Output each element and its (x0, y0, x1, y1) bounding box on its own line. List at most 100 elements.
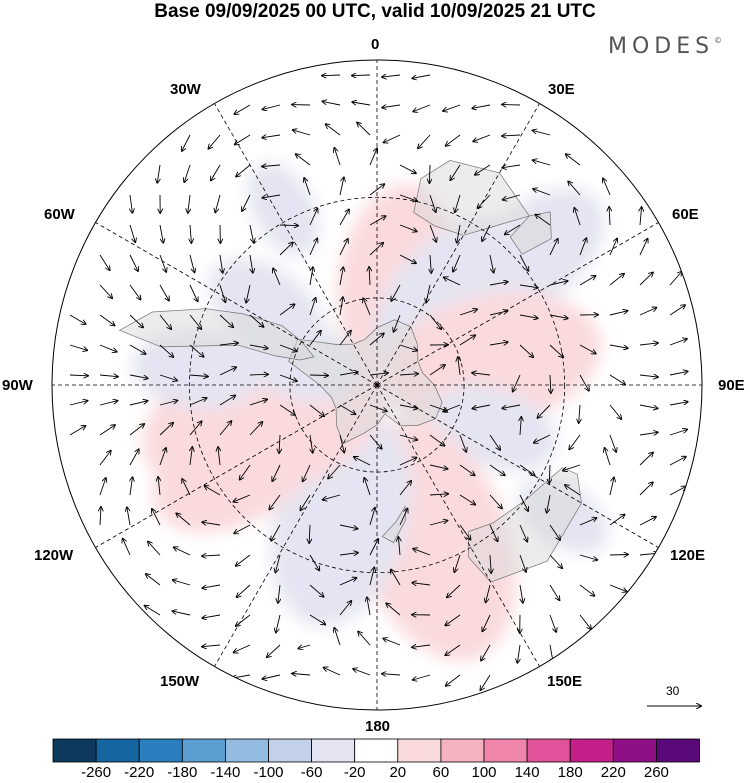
wind-arrow (669, 272, 682, 286)
wind-arrow (339, 524, 358, 529)
wind-arrow (279, 434, 280, 453)
wind-arrow (399, 434, 417, 440)
wind-arrow (369, 148, 377, 166)
wind-arrow (123, 539, 131, 556)
wind-arrow (453, 254, 461, 272)
wind-arrow (472, 404, 491, 409)
wind-arrow (639, 308, 656, 316)
wind-arrow (382, 674, 401, 675)
neg-africa-east (466, 188, 605, 316)
wind-arrow (399, 224, 417, 231)
wind-arrow (300, 494, 311, 510)
wind-arrow (489, 311, 508, 316)
map-border (51, 59, 703, 711)
wind-arrow (391, 284, 401, 301)
wind-arrow (639, 404, 658, 408)
wind-arrow (520, 417, 521, 436)
wind-arrow (549, 614, 556, 632)
wind-arrow (127, 507, 131, 526)
wind-arrow (237, 584, 251, 597)
wind-arrow (369, 267, 370, 286)
wind-arrow (566, 154, 581, 166)
wind-arrow (99, 401, 118, 406)
chart-title: Base 09/09/2025 00 UTC, valid 10/09/2025… (154, 1, 596, 22)
wind-arrow (547, 494, 551, 513)
colorbar-tick-label: 20 (389, 764, 407, 781)
wind-arrow (304, 178, 311, 196)
wind-arrow (550, 374, 551, 393)
wind-arrow (519, 584, 523, 603)
wind-arrow (303, 464, 311, 481)
wind-arrow (391, 570, 401, 586)
wind-arrow (309, 614, 325, 625)
wind-arrow (99, 284, 112, 298)
wind-arrow (367, 597, 371, 616)
lon-label-150e: 150E (547, 673, 583, 690)
wind-arrow (148, 542, 161, 556)
lon-label-0: 0 (371, 36, 380, 53)
wind-arrow (190, 224, 191, 243)
wind-arrow (202, 584, 221, 588)
wind-arrow (519, 344, 533, 357)
wind-arrow (157, 164, 160, 183)
wind-arrow (146, 574, 161, 586)
wind-arrow (459, 524, 471, 540)
wind-arrow (489, 342, 508, 345)
wind-arrow (99, 451, 111, 466)
wind-arrow (459, 309, 477, 316)
wind-arrow (445, 644, 461, 655)
wind-arrow (189, 375, 208, 377)
wind-arrow (486, 584, 491, 602)
wind-arrow (334, 148, 341, 166)
wind-arrow (565, 485, 581, 496)
wind-arrow (669, 402, 688, 406)
wind-arrow (276, 614, 281, 633)
lon-label-90w: 90W (2, 377, 33, 394)
wind-arrow (242, 194, 251, 211)
wind-arrow (309, 267, 313, 286)
wind-arrow (334, 628, 341, 646)
wind-arrow (447, 584, 461, 597)
wind-arrow (262, 165, 281, 167)
wind-arrow (219, 284, 225, 302)
wind-arrow (278, 584, 280, 603)
wind-arrow (579, 584, 594, 596)
wind-arrow (549, 464, 550, 483)
wind-arrow (502, 165, 521, 168)
wind-arrow (159, 374, 177, 381)
wind-arrow (533, 189, 551, 196)
meridian-line (95, 222, 378, 386)
wind-arrow (129, 401, 148, 406)
wind-arrow (309, 298, 316, 316)
wind-arrow (159, 423, 173, 436)
wind-arrow (481, 644, 491, 661)
wind-arrow (279, 242, 293, 256)
wind-arrow (399, 374, 418, 375)
wind-arrow (609, 555, 628, 556)
wind-arrow (519, 524, 527, 542)
wind-arrow (489, 434, 500, 450)
wind-arrow (236, 614, 251, 626)
colorbar-tick-label: 100 (471, 764, 497, 781)
new-zealand (381, 505, 407, 544)
wind-arrow (220, 254, 223, 273)
wind-arrow (429, 224, 436, 242)
wind-arrow (513, 374, 521, 392)
wind-arrow (358, 632, 371, 646)
wind-arrow (639, 432, 658, 435)
wind-arrow (219, 314, 233, 327)
wind-arrow (534, 434, 551, 443)
meridian-line (376, 222, 659, 386)
wind-arrow (394, 314, 401, 332)
wind-arrow (152, 509, 161, 526)
wind-arrow (639, 343, 658, 345)
wind-arrow (383, 638, 401, 646)
wind-arrow (310, 434, 313, 453)
wind-arrow (246, 284, 251, 303)
wind-arrow (579, 238, 586, 256)
wind-arrow (172, 611, 191, 616)
wind-arrow (457, 224, 461, 243)
wind-arrow (605, 448, 611, 466)
wind-arrow (309, 331, 321, 346)
wind-arrow (249, 224, 254, 243)
